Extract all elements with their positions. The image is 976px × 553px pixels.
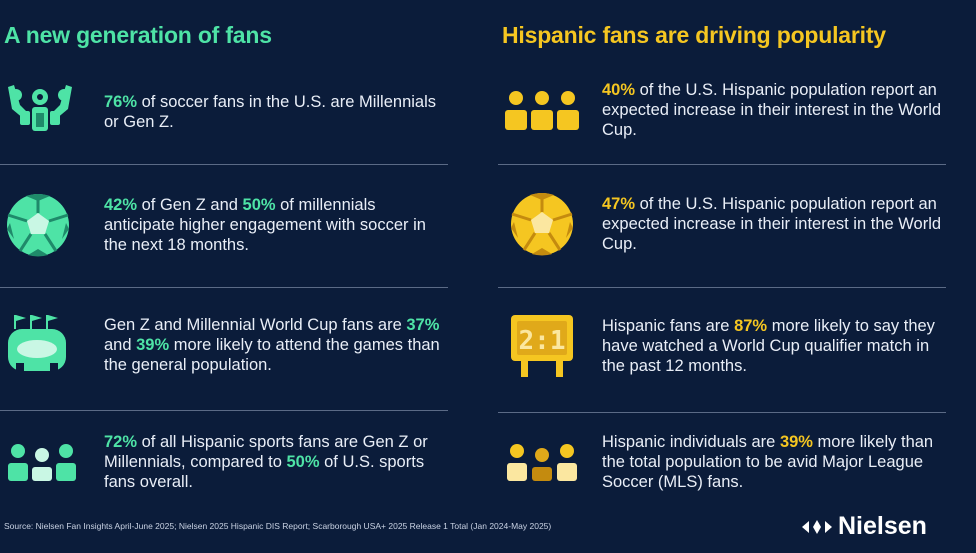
- stat-text: of the U.S. Hispanic population report a…: [602, 81, 942, 139]
- left-stat-1: 76% of soccer fans in the U.S. are Mille…: [0, 82, 448, 142]
- nielsen-logo: Nielsen: [802, 512, 927, 541]
- scoreboard-icon: 2:1: [498, 313, 586, 379]
- highlight-figure: 50%: [286, 453, 320, 471]
- people-group-icon: [0, 441, 88, 483]
- stat-text: Gen Z and Millennial World Cup fans are: [104, 316, 407, 334]
- source-note: Source: Nielsen Fan Insights April-June …: [4, 521, 552, 531]
- divider: [0, 410, 448, 411]
- stat-text: of all Hispanic sports fans are Gen Z or…: [104, 433, 428, 471]
- nielsen-logo-icon: [802, 519, 832, 534]
- divider: [498, 164, 946, 165]
- right-stat-4-text: Hispanic individuals are 39% more likely…: [602, 432, 948, 492]
- stat-text: of millennials anticipate higher engagem…: [104, 196, 426, 254]
- stat-text: of Gen Z and: [137, 196, 243, 214]
- highlight-figure: 39%: [136, 336, 170, 354]
- right-stat-3-text: Hispanic fans are 87% more likely to say…: [602, 316, 948, 376]
- brand-name: Nielsen: [838, 512, 927, 540]
- people-group-icon: [498, 88, 586, 132]
- right-stat-3: 2:1 Hispanic fans are 87% more likely to…: [498, 310, 948, 382]
- stat-text: and: [104, 336, 137, 354]
- stat-text: more likely to attend the games than the…: [104, 336, 440, 374]
- left-heading: A new generation of fans: [4, 22, 272, 48]
- right-stat-2-text: 47% of the U.S. Hispanic population repo…: [602, 194, 948, 254]
- highlight-figure: 50%: [242, 196, 276, 214]
- left-stat-4: 72% of all Hispanic sports fans are Gen …: [0, 432, 448, 492]
- stat-text: Hispanic individuals are: [602, 433, 780, 451]
- stat-text: of U.S. sports fans overall.: [104, 453, 425, 491]
- scoreboard-score: 2:1: [519, 326, 566, 356]
- stat-text: more likely than the total population to…: [602, 433, 934, 491]
- right-stat-2: 47% of the U.S. Hispanic population repo…: [498, 192, 948, 256]
- divider: [498, 287, 946, 288]
- right-heading: Hispanic fans are driving popularity: [502, 22, 886, 48]
- stat-text: of soccer fans in the U.S. are Millennia…: [104, 93, 436, 131]
- highlight-figure: 76%: [104, 93, 138, 111]
- highlight-figure: 47%: [602, 195, 636, 213]
- divider: [498, 412, 946, 413]
- cheering-fans-icon: [0, 83, 88, 141]
- right-stat-1: 40% of the U.S. Hispanic population repo…: [498, 79, 948, 141]
- soccer-ball-icon: [0, 193, 88, 257]
- left-stat-3-text: Gen Z and Millennial World Cup fans are …: [104, 315, 448, 375]
- highlight-figure: 37%: [406, 316, 440, 334]
- stat-text: Hispanic fans are: [602, 317, 735, 335]
- highlight-figure: 72%: [104, 433, 138, 451]
- highlight-figure: 42%: [104, 196, 138, 214]
- left-stat-3: Gen Z and Millennial World Cup fans are …: [0, 312, 448, 378]
- stat-text: more likely to say they have watched a W…: [602, 317, 935, 375]
- highlight-figure: 40%: [602, 81, 636, 99]
- left-stat-2: 42% of Gen Z and 50% of millennials anti…: [0, 189, 448, 261]
- left-stat-2-text: 42% of Gen Z and 50% of millennials anti…: [104, 195, 448, 255]
- left-stat-4-text: 72% of all Hispanic sports fans are Gen …: [104, 432, 448, 492]
- left-stat-1-text: 76% of soccer fans in the U.S. are Mille…: [104, 92, 448, 132]
- stadium-icon: [0, 313, 88, 377]
- right-stat-4: Hispanic individuals are 39% more likely…: [498, 432, 948, 492]
- highlight-figure: 87%: [734, 317, 768, 335]
- soccer-ball-icon: [498, 192, 586, 256]
- divider: [0, 164, 448, 165]
- stat-text: of the U.S. Hispanic population report a…: [602, 195, 942, 253]
- right-stat-1-text: 40% of the U.S. Hispanic population repo…: [602, 80, 948, 140]
- highlight-figure: 39%: [779, 433, 813, 451]
- divider: [0, 287, 448, 288]
- people-group-icon: [498, 441, 586, 483]
